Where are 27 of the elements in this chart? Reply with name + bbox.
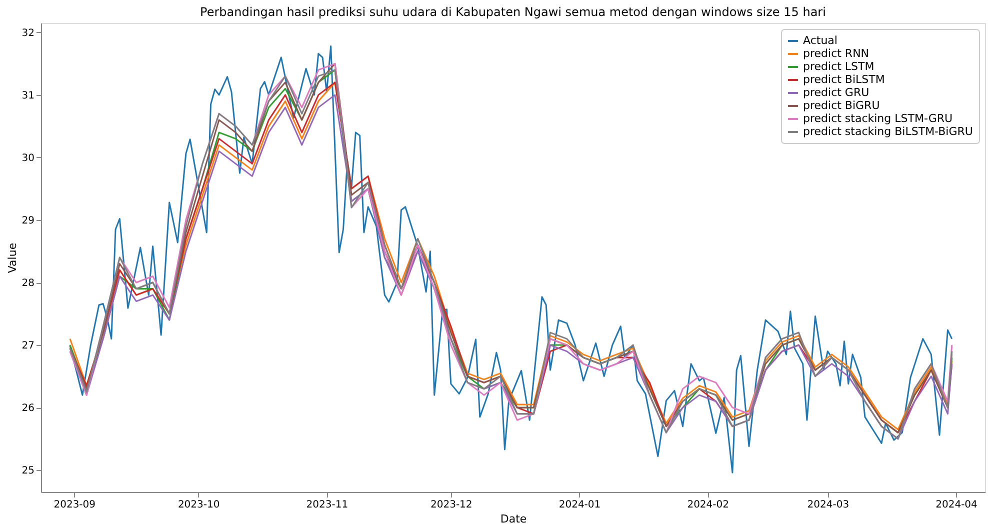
legend-label: predict stacking LSTM-GRU	[803, 112, 953, 125]
legend-label: predict BiLSTM	[803, 73, 885, 86]
chart-title: Perbandingan hasil prediksi suhu udara di Kabupaten Ngawi semua metod dengan windows size 15 hari	[200, 5, 826, 19]
legend-label: Actual	[803, 34, 838, 47]
y-tick-label: 29	[22, 215, 34, 226]
y-tick-label: 26	[22, 403, 34, 414]
legend-label: predict RNN	[803, 47, 870, 60]
x-tick-label: 2023-11	[306, 500, 348, 510]
x-tick-label: 2024-01	[558, 500, 601, 510]
y-tick-label: 27	[22, 340, 34, 352]
legend-label: predict LSTM	[803, 60, 874, 73]
x-tick-label: 2023-10	[178, 500, 220, 510]
x-tick-label: 2024-02	[687, 500, 729, 510]
x-tick-label: 2023-12	[430, 500, 472, 510]
legend-label: predict stacking BiLSTM-BiGRU	[803, 125, 973, 138]
x-tick-label: 2024-03	[807, 500, 850, 510]
y-tick-label: 25	[22, 466, 34, 477]
legend-label: predict BiGRU	[803, 99, 880, 112]
y-tick-label: 28	[22, 278, 34, 290]
y-tick-label: 32	[22, 28, 34, 39]
x-tick-label: 2023-09	[54, 500, 96, 510]
x-tick-label: 2024-04	[936, 500, 978, 510]
x-axis-title: Date	[500, 512, 527, 526]
legend-label: predict GRU	[803, 86, 870, 99]
y-tick-label: 31	[22, 90, 34, 102]
y-tick-label: 30	[22, 152, 34, 164]
y-axis-title: Value	[6, 242, 19, 274]
